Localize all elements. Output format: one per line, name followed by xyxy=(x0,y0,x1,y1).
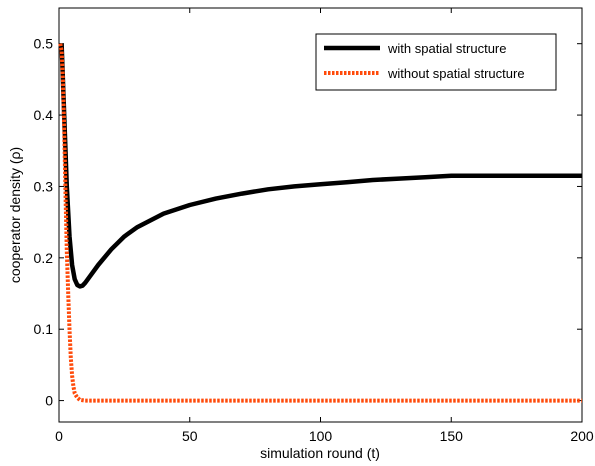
y-tick-label: 0.1 xyxy=(34,321,54,337)
y-tick-label: 0.5 xyxy=(34,36,54,52)
legend-box xyxy=(315,33,557,91)
x-tick-label: 0 xyxy=(55,428,63,444)
y-tick-label: 0.3 xyxy=(34,178,54,194)
y-axis-label: cooperator density (ρ) xyxy=(7,147,23,283)
x-tick-label: 150 xyxy=(440,428,464,444)
y-tick-label: 0 xyxy=(45,393,53,409)
series-line-without-spatial-structure xyxy=(58,43,582,403)
x-tick-label: 50 xyxy=(182,428,198,444)
x-tick-label: 200 xyxy=(570,428,594,444)
series-layer xyxy=(58,43,582,403)
x-axis-ticks: 0 50 100 150 200 xyxy=(55,8,594,444)
legend-label-without-spatial: without spatial structure xyxy=(387,66,525,81)
legend-label-with-spatial: with spatial structure xyxy=(387,41,507,56)
y-tick-label: 0.2 xyxy=(34,250,54,266)
x-tick-label: 100 xyxy=(309,428,333,444)
series-line-with-spatial-structure xyxy=(59,43,582,289)
legend: with spatial structure without spatial s… xyxy=(315,33,557,91)
x-axis-label: simulation round (t) xyxy=(260,445,380,461)
y-tick-label: 0.4 xyxy=(34,107,54,123)
